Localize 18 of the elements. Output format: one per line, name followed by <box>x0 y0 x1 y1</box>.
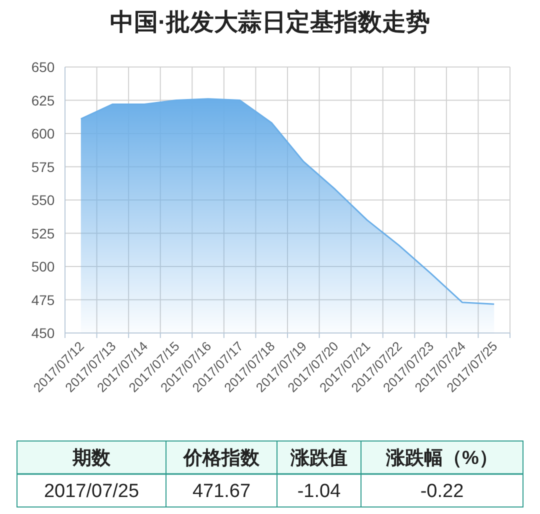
y-tick-label: 575 <box>31 158 55 175</box>
text: 2017/07/25 <box>44 481 140 502</box>
text: 期数 <box>72 448 112 469</box>
text: 涨跌值 <box>290 448 348 469</box>
y-tick-label: 500 <box>31 258 55 274</box>
y-tick-label: 600 <box>31 126 55 142</box>
y-tick-label: 625 <box>31 92 55 108</box>
text: 价格指数 <box>182 448 260 469</box>
y-tick-label: 450 <box>31 325 55 341</box>
chart-title: 中国·批发大蒜日定基指数走势 <box>110 9 430 36</box>
y-tick-label: 475 <box>31 292 55 308</box>
text: -1.04 <box>297 481 342 502</box>
text: -0.22 <box>420 481 464 502</box>
text: 涨跌幅（%） <box>385 448 498 469</box>
y-tick-label: 550 <box>31 192 55 208</box>
y-tick-label: 525 <box>31 225 55 242</box>
text: 471.67 <box>192 481 251 502</box>
y-tick-label: 650 <box>31 59 55 75</box>
